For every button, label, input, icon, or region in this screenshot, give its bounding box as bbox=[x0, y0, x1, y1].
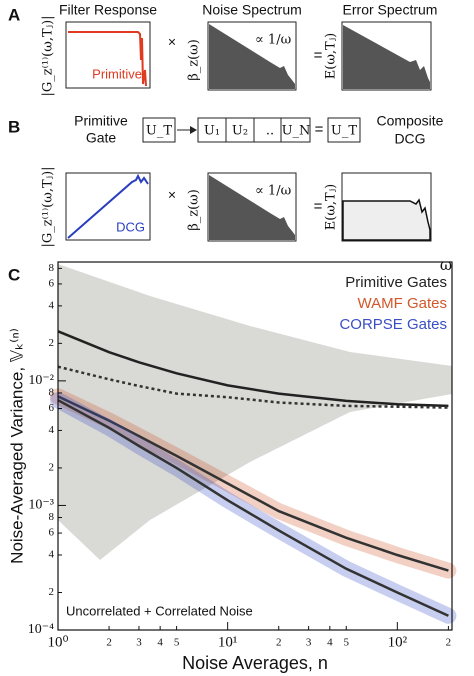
plot-frame bbox=[65, 172, 151, 241]
y-tick-label: 4 bbox=[49, 424, 55, 436]
x-tick-label: 2 bbox=[446, 637, 452, 649]
x-tick-label: 10⁰ bbox=[47, 634, 68, 650]
gate: U₁ bbox=[204, 124, 220, 139]
series-line bbox=[57, 399, 449, 617]
plot bbox=[50, 330, 457, 624]
x-tick-label: 5 bbox=[344, 637, 350, 649]
axis-label: E(ω,Tⱼ) bbox=[324, 33, 339, 79]
x-tick-label: 10² bbox=[388, 634, 408, 650]
y-tick-label: 4 bbox=[49, 299, 55, 311]
gate-label: Composite bbox=[377, 113, 444, 129]
panel-label: B bbox=[8, 117, 20, 136]
gate: U_N bbox=[282, 124, 311, 139]
gate-label: DCG bbox=[394, 131, 425, 147]
series-line bbox=[57, 395, 449, 572]
gate: U_T bbox=[331, 124, 357, 139]
axis-label: E(ω,Tⱼ) bbox=[324, 184, 339, 230]
x-tick-label: 3 bbox=[306, 637, 312, 649]
panel-title: Filter Response bbox=[59, 2, 157, 18]
operator: = bbox=[314, 47, 323, 64]
annotation: Uncorrelated + Correlated Noise bbox=[66, 603, 253, 618]
axis-label: β_z(ω) bbox=[187, 39, 202, 81]
annotation: ∝ 1/ω bbox=[255, 184, 291, 199]
panel-title: Error Spectrum bbox=[343, 2, 438, 18]
legend-entry: Primitive Gates bbox=[345, 274, 447, 291]
y-axis-label: Noise-Averaged Variance, 𝕍ₖ⁽ⁿ⁾ bbox=[7, 328, 26, 564]
y-tick-label: 2 bbox=[49, 461, 55, 473]
arrowhead bbox=[190, 126, 197, 134]
y-tick-label: 4 bbox=[49, 549, 55, 561]
x-tick-label: 3 bbox=[136, 637, 142, 649]
x-tick-label: 4 bbox=[157, 637, 163, 649]
gate: U_T bbox=[146, 124, 172, 139]
y-tick-label: 8 bbox=[49, 386, 55, 398]
x-tick-label: 2 bbox=[276, 637, 282, 649]
gate: .. bbox=[266, 124, 274, 139]
panel-label: A bbox=[8, 5, 20, 24]
panel-label: C bbox=[8, 265, 20, 284]
filter-curve bbox=[67, 173, 149, 239]
annotation: ∝ 1/ω bbox=[255, 33, 291, 48]
operator: = bbox=[315, 121, 324, 138]
legend-entry: WAMF Gates bbox=[358, 295, 447, 312]
filter-curve bbox=[68, 31, 147, 87]
axis-label: β_z(ω) bbox=[187, 189, 202, 231]
curve-label: DCG bbox=[116, 219, 145, 234]
spectrum bbox=[209, 24, 295, 89]
x-axis-label: Noise Averages, n bbox=[182, 653, 328, 673]
series-line bbox=[57, 330, 449, 408]
gate-label: Primitive bbox=[74, 113, 128, 129]
plot-frame bbox=[57, 261, 453, 631]
y-tick-label: 2 bbox=[49, 337, 55, 349]
gate-box bbox=[327, 117, 361, 143]
spectrum bbox=[342, 198, 431, 241]
x-tick-label: 10¹ bbox=[218, 634, 238, 650]
y-tick-label: 10⁻⁴ bbox=[28, 622, 54, 637]
y-tick-label: 6 bbox=[49, 527, 55, 539]
y-tick-label: 6 bbox=[49, 277, 55, 289]
x-tick-label: 2 bbox=[106, 637, 112, 649]
axis-label: |G_z⁽¹⁾(ω,Tⱼ)| bbox=[41, 15, 56, 96]
series-line bbox=[57, 365, 449, 409]
legend-entry: CORPSE Gates bbox=[339, 316, 447, 333]
y-tick-label: 10⁻² bbox=[28, 373, 54, 388]
y-tick-label: 10⁻³ bbox=[28, 498, 54, 513]
x-tick-label: 4 bbox=[327, 637, 333, 649]
spread-region bbox=[58, 264, 452, 560]
gate-label: Gate bbox=[86, 130, 117, 146]
curve-label: Primitive bbox=[92, 66, 142, 81]
y-tick-label: 6 bbox=[49, 402, 55, 414]
x-tick-label: 5 bbox=[174, 637, 180, 649]
y-tick-label: 8 bbox=[49, 262, 55, 274]
gate: U₂ bbox=[232, 124, 248, 139]
spectrum bbox=[209, 175, 295, 240]
y-tick-label: 8 bbox=[49, 511, 55, 523]
panel-title: Noise Spectrum bbox=[202, 2, 302, 18]
operator: × bbox=[168, 187, 176, 203]
operator: = bbox=[314, 198, 323, 215]
spectrum bbox=[343, 25, 430, 89]
gate-box bbox=[142, 117, 176, 143]
operator: × bbox=[168, 34, 176, 50]
axis-label: ω bbox=[440, 256, 452, 274]
y-tick-label: 2 bbox=[49, 586, 55, 598]
axis-label: |G_z⁽¹⁾(ω,Tⱼ)| bbox=[41, 166, 56, 247]
